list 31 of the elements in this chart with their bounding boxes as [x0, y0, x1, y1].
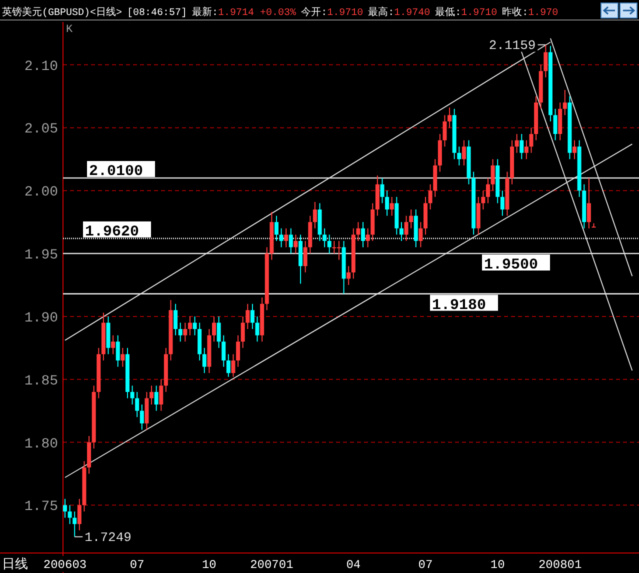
x-tick-label: 200801: [538, 558, 582, 572]
ref-line-label: 2.0100: [89, 163, 144, 180]
annotation: 1.7249: [84, 530, 132, 545]
ref-line-label: 1.9180: [432, 296, 486, 314]
chart-title: 英镑美元(GBPUSD)<日线>: [2, 6, 122, 19]
y-tick-label: 1.85: [24, 373, 58, 390]
chart-subtitle: [08:46:57]: [127, 7, 188, 19]
y-tick-label: 1.90: [24, 310, 58, 326]
x-tick-label: 07: [418, 558, 433, 572]
x-tick-label: 10: [202, 558, 216, 572]
x-axis-title: 日线: [2, 557, 28, 572]
y-tick-label: 2.10: [24, 58, 58, 75]
y-tick-label: 2.00: [24, 184, 58, 201]
y-tick-label: 1.80: [24, 436, 58, 452]
text: 最新:1.9714 +0.03%: [192, 6, 296, 19]
text: 最高:1.9740: [368, 6, 430, 19]
text: 昨收:1.970: [502, 6, 558, 19]
x-tick-label: 200603: [43, 558, 87, 572]
y-tick-label: 1.75: [24, 499, 58, 516]
y-tick-label: 1.95: [24, 248, 58, 264]
x-tick-label: 04: [346, 558, 361, 572]
ref-line-label: 1.9620: [85, 223, 140, 240]
x-tick-label: 10: [490, 558, 505, 572]
text: 最低:1.9710: [435, 7, 498, 19]
y-tick-label: 2.05: [24, 122, 58, 138]
x-tick-label: 07: [130, 558, 144, 572]
x-tick-label: 200701: [250, 558, 294, 572]
y-axis-title: K: [66, 24, 73, 36]
ref-line-label: 1.9500: [484, 256, 538, 274]
text: 今开:1.9710: [301, 6, 364, 19]
annotation: 2.1159: [488, 38, 536, 53]
